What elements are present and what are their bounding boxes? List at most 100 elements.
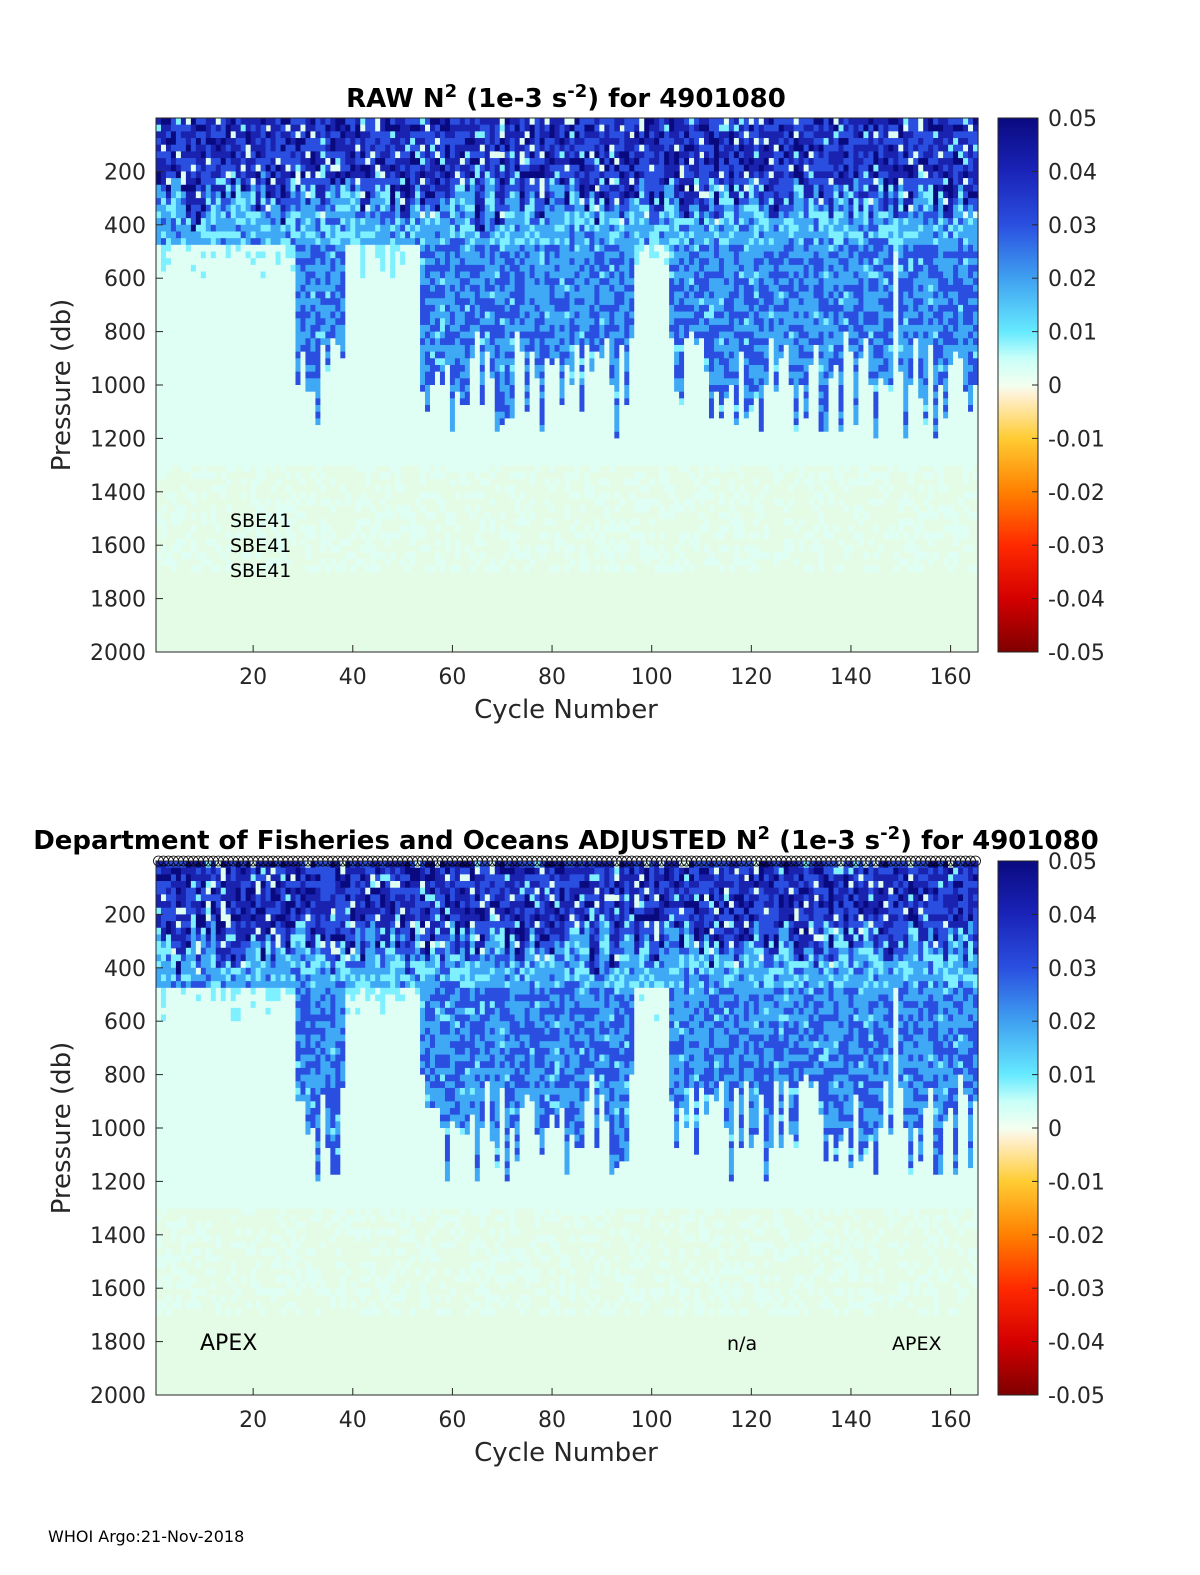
chart1-cell (241, 338, 247, 345)
chart1-cell (305, 325, 311, 332)
chart1-cell (186, 412, 192, 419)
chart1-cell (315, 352, 321, 359)
chart1-cell (236, 218, 242, 225)
chart1-cell (221, 438, 227, 445)
chart1-cell (330, 198, 336, 205)
chart1-cell (271, 332, 277, 339)
chart1-cell (286, 312, 292, 319)
chart1-cell (221, 138, 227, 145)
chart1-cell (206, 231, 212, 238)
chart1-cell (246, 211, 252, 218)
chart1-cell (236, 158, 242, 165)
chart1-cell (266, 191, 272, 198)
chart1-cell (241, 345, 247, 352)
chart1-cell (206, 178, 212, 185)
chart1-cell (166, 372, 172, 379)
chart1-cell (251, 372, 257, 379)
chart1-cell (161, 125, 167, 132)
chart1-cell (315, 412, 321, 419)
chart1-cell (231, 131, 237, 138)
chart1-cell (320, 238, 326, 245)
chart1-cell (166, 305, 172, 312)
chart1-cell (241, 225, 247, 232)
chart1-cell (186, 171, 192, 178)
chart1-cell (201, 292, 207, 299)
chart1-cell (176, 245, 182, 252)
chart1-cell (335, 211, 341, 218)
chart1-cell (276, 298, 282, 305)
chart1-cell (176, 145, 182, 152)
chart1-cell (286, 418, 292, 425)
chart1-cell (216, 238, 222, 245)
chart1-cell (310, 258, 316, 265)
chart1-cell (271, 352, 277, 359)
chart1-cell (191, 171, 197, 178)
chart1-cell (305, 278, 311, 285)
chart1-cell (241, 158, 247, 165)
chart1-cell (261, 472, 267, 479)
chart1-cell (276, 405, 282, 412)
chart1-cell (325, 158, 331, 165)
chart1-cell (216, 165, 222, 172)
chart1-cell (325, 345, 331, 352)
chart1-cell (181, 171, 187, 178)
chart1-cell (305, 452, 311, 459)
chart1-cell (340, 338, 346, 345)
chart1-cell (300, 425, 306, 432)
chart1-cell (236, 245, 242, 252)
chart1-cell (281, 191, 287, 198)
chart1-cell (310, 438, 316, 445)
chart1-cell (300, 418, 306, 425)
chart1-cell (261, 392, 267, 399)
chart1-cell (191, 412, 197, 419)
chart1-cell (256, 365, 262, 372)
chart1-cell (310, 145, 316, 152)
chart1-cell (256, 378, 262, 385)
chart1-cell (231, 432, 237, 439)
chart1-cell (320, 245, 326, 252)
chart1-cell (231, 425, 237, 432)
chart1-cell (156, 191, 162, 198)
chart1-cell (261, 345, 267, 352)
chart1-cell (320, 545, 326, 552)
chart1-cell (201, 332, 207, 339)
chart1-cell (310, 498, 316, 505)
chart1-cell (291, 145, 297, 152)
chart1-cell (295, 252, 301, 259)
chart1-cell (310, 231, 316, 238)
chart1-cell (340, 225, 346, 232)
chart1-cell (286, 385, 292, 392)
chart1-cell (156, 412, 162, 419)
chart1-cell (236, 325, 242, 332)
chart1-cell (186, 185, 192, 192)
chart1-cell (271, 365, 277, 372)
chart1-cell (221, 145, 227, 152)
chart1-cell (211, 231, 217, 238)
chart1-cell (176, 392, 182, 399)
chart1-cell (161, 118, 167, 125)
chart1-cell (236, 258, 242, 265)
chart1-cell (171, 365, 177, 372)
chart1-cell (201, 425, 207, 432)
chart1-cell (281, 332, 287, 339)
chart1-cell (196, 358, 202, 365)
chart1-cell (320, 131, 326, 138)
chart1-cell (251, 258, 257, 265)
chart1-cell (266, 372, 272, 379)
chart1-cell (241, 452, 247, 459)
chart1-cell (325, 438, 331, 445)
chart1-cell (266, 458, 272, 465)
chart1-cell (206, 345, 212, 352)
chart1-cell (251, 252, 257, 259)
chart1-cell (330, 178, 336, 185)
chart1-cell (181, 485, 187, 492)
chart1-cell (206, 252, 212, 259)
chart1-cell (156, 292, 162, 299)
chart1-cell (216, 171, 222, 178)
chart1-cell (196, 218, 202, 225)
chart1-cell (295, 425, 301, 432)
chart1-cell (295, 332, 301, 339)
chart1-cell (271, 298, 277, 305)
chart1-cell (166, 458, 172, 465)
chart1-cell (246, 178, 252, 185)
